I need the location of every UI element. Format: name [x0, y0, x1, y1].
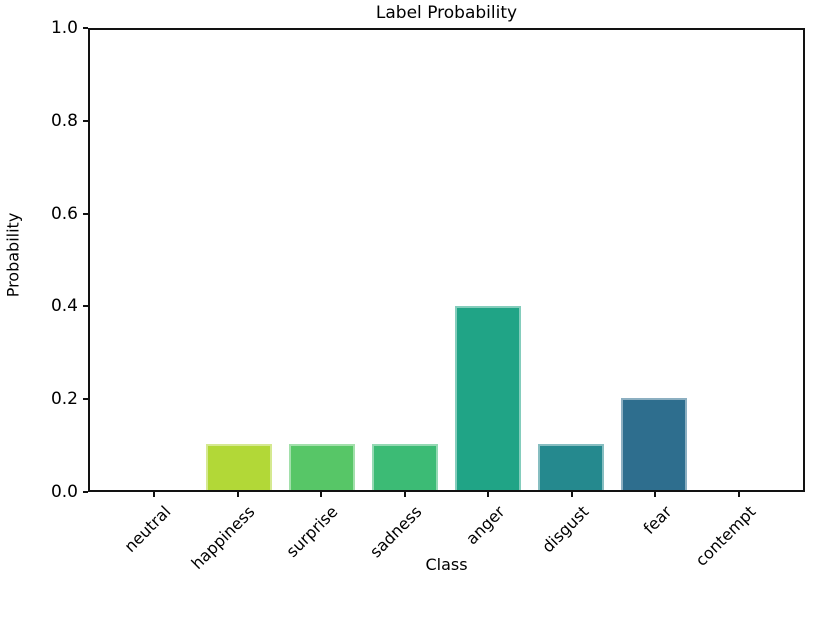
- x-tick-label-anger: anger: [462, 502, 542, 548]
- x-tick-label-neutral: neutral: [121, 502, 218, 556]
- y-tick-0.8: [83, 119, 88, 122]
- bar-anger: [454, 306, 522, 490]
- bar-sadness: [371, 444, 439, 490]
- y-tick-label-0.0: 0.0: [50, 482, 78, 502]
- x-tick-surprise: [320, 492, 323, 497]
- x-tick-label-contempt: contempt: [692, 502, 823, 570]
- chart-title: Label Probability: [375, 3, 518, 23]
- y-tick-label-0.4: 0.4: [50, 296, 78, 317]
- x-tick-label-disgust: disgust: [538, 502, 637, 556]
- y-tick-0.4: [83, 305, 88, 308]
- y-tick-label-0.6: 0.6: [50, 203, 78, 224]
- x-tick-sadness: [403, 492, 406, 497]
- y-tick-1.0: [83, 27, 88, 29]
- y-axis-ticks: [83, 27, 88, 493]
- x-tick-label-fear: fear: [640, 502, 694, 538]
- x-tick-disgust: [570, 492, 573, 497]
- x-axis-tick-labels: neutral happiness surprise sadness anger disg…: [88, 500, 805, 573]
- x-tick-fear: [654, 492, 657, 497]
- y-axis-title: Probability: [3, 212, 23, 298]
- bar-surprise: [288, 444, 356, 490]
- x-tick-label-text: fear: [639, 502, 676, 538]
- x-tick-label-sadness: sadness: [366, 502, 477, 561]
- x-tick-label-text: neutral: [120, 502, 175, 556]
- y-tick-0.2: [83, 398, 88, 401]
- x-tick-label-surprise: surprise: [283, 502, 392, 561]
- bar-fear: [621, 398, 688, 490]
- y-tick-label-1.0: 1.0: [50, 18, 78, 38]
- y-tick-0.0: [83, 491, 88, 493]
- x-tick-happiness: [236, 492, 239, 497]
- x-tick-neutral: [153, 492, 156, 497]
- y-tick-label-0.2: 0.2: [50, 389, 78, 410]
- y-tick-label-0.8: 0.8: [50, 110, 78, 131]
- x-axis-ticks: [88, 492, 805, 497]
- bar-happiness: [205, 444, 272, 490]
- x-axis-title: Class: [425, 555, 468, 574]
- x-tick-label-text: disgust: [537, 502, 593, 557]
- y-axis-tick-labels: 0.0 0.2 0.4 0.6 0.8 1.0: [0, 18, 78, 502]
- x-tick-anger: [487, 492, 490, 497]
- y-tick-0.6: [83, 212, 88, 215]
- plot-area: [88, 28, 805, 492]
- x-tick-contempt: [737, 492, 740, 497]
- bar-disgust: [537, 444, 605, 490]
